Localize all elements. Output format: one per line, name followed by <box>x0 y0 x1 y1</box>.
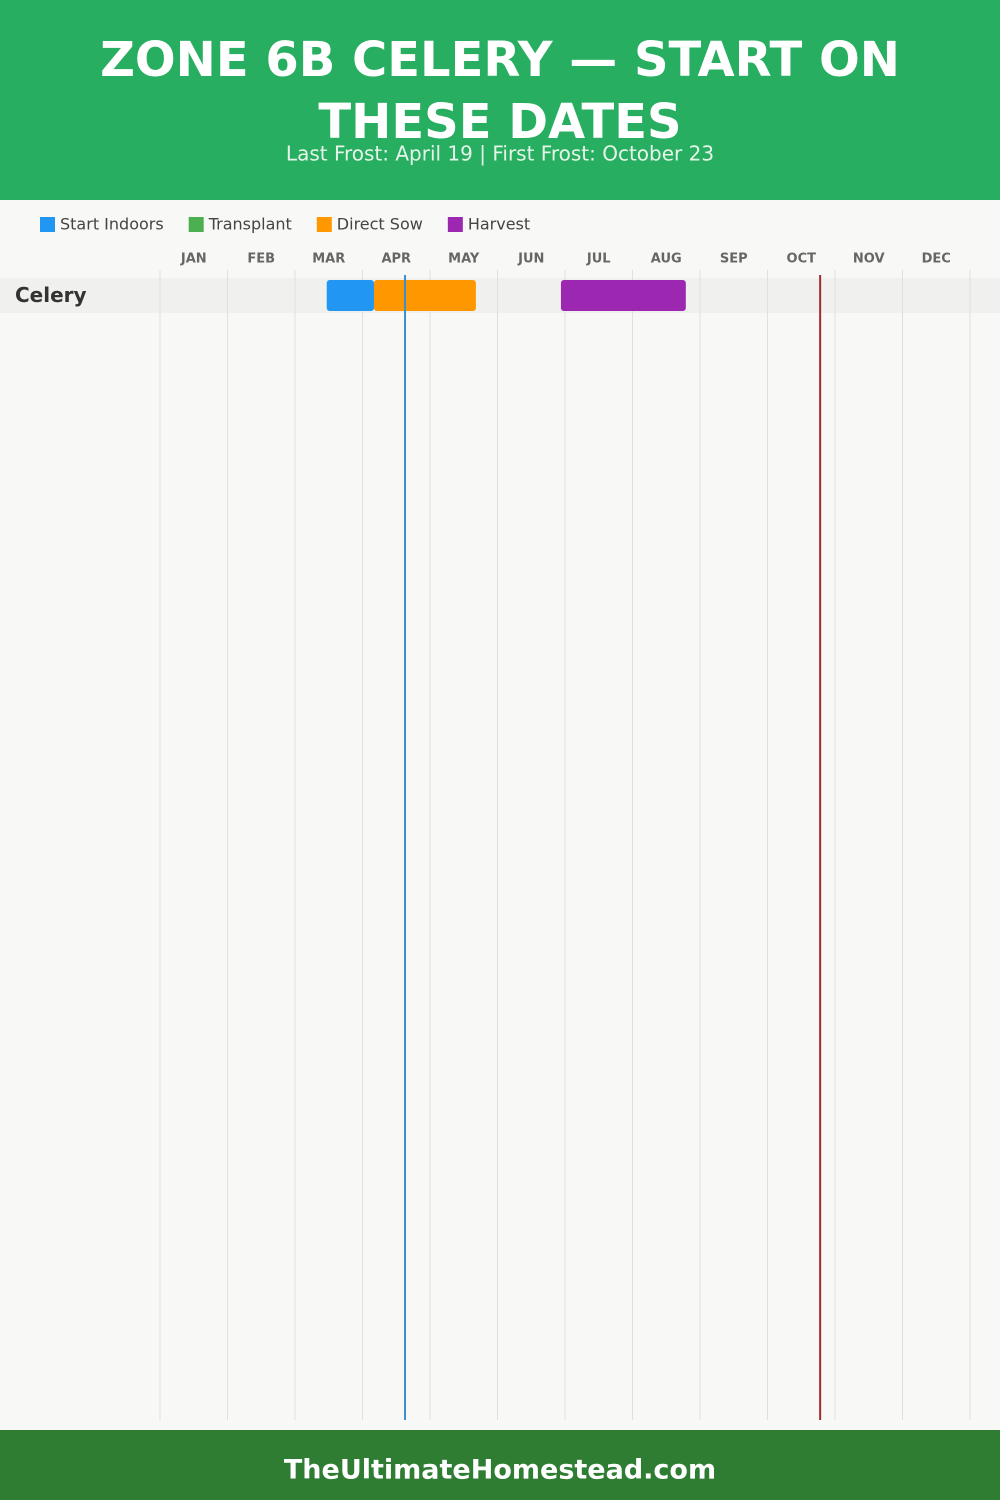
x-tick-label: NOV <box>853 252 885 267</box>
row-band <box>0 278 1000 313</box>
range-bar <box>560 280 686 311</box>
legend-swatch <box>188 217 204 232</box>
legend-swatch <box>316 217 332 232</box>
x-tick-label: MAR <box>312 252 345 267</box>
legend-swatch <box>447 217 463 232</box>
x-tick-label: JUL <box>586 252 611 267</box>
footer-text: TheUltimateHomestead.com <box>284 1455 716 1486</box>
row-label: Celery <box>15 283 87 307</box>
x-tick-label: OCT <box>787 252 817 267</box>
legend-label: Direct Sow <box>337 215 423 234</box>
legend-label: Transplant <box>208 215 292 234</box>
x-tick-label: MAY <box>448 252 480 267</box>
range-bar <box>326 280 374 311</box>
legend-label: Start Indoors <box>60 215 164 234</box>
range-bar <box>373 280 476 311</box>
legend-swatch <box>40 217 55 232</box>
chart-title: ZONE 6B CELERY — START ON THESE DATES <box>100 32 900 150</box>
x-tick-label: APR <box>381 252 411 267</box>
x-tick-label: JUN <box>517 252 544 267</box>
x-tick-label: FEB <box>247 252 275 267</box>
footer-band <box>0 1430 1000 1500</box>
x-tick-label: SEP <box>720 252 748 267</box>
x-tick-label: JAN <box>180 252 207 267</box>
chart-subtitle: Last Frost: April 19 | First Frost: Octo… <box>286 142 714 166</box>
x-tick-label: AUG <box>651 252 682 267</box>
legend-label: Harvest <box>468 215 530 234</box>
x-tick-label: DEC <box>922 252 951 267</box>
header <box>0 0 1000 200</box>
